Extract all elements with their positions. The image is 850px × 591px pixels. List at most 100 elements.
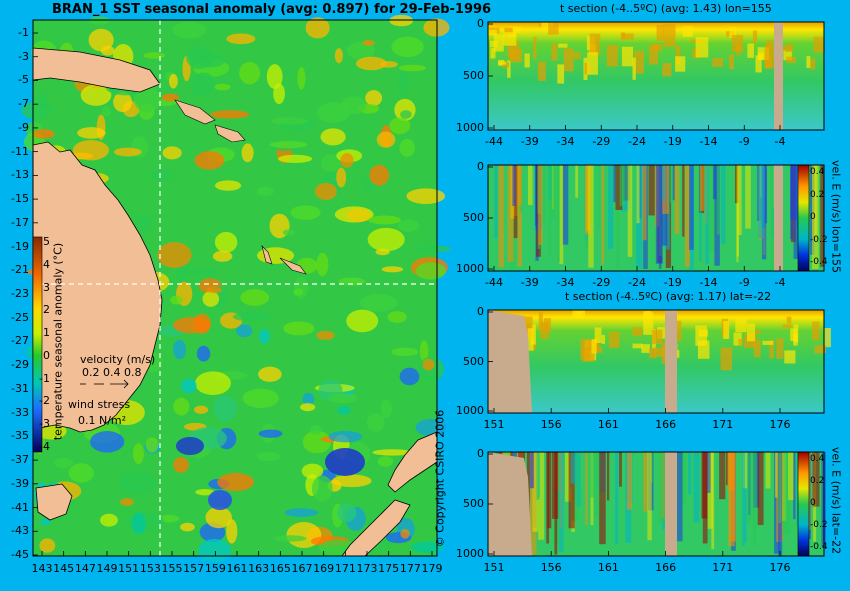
section-cell: [597, 165, 601, 230]
anomaly-blob: [258, 429, 283, 438]
anomaly-blob: [205, 506, 232, 529]
panel-x-tick: -9: [738, 276, 750, 289]
section-cell: [613, 165, 616, 203]
map-x-tick: 179: [421, 562, 443, 575]
anomaly-blob: [240, 289, 270, 306]
anomaly-blob: [284, 508, 319, 517]
panel-x-tick: -44: [485, 276, 503, 289]
land-nz-north: [387, 431, 438, 493]
map-x-axis: [41, 551, 433, 556]
land-australia: [32, 141, 163, 433]
section-cell: [594, 327, 602, 344]
anomaly-blob: [202, 291, 220, 307]
panel-y-tick: 500: [463, 354, 484, 368]
anomaly-blob: [397, 71, 408, 95]
section-cell: [512, 165, 516, 206]
panel-y-tick: 1000: [456, 262, 484, 275]
section-cell: [784, 350, 796, 364]
velocity-values: 0.2 0.4 0.8: [82, 366, 142, 379]
anomaly-blob: [214, 83, 231, 91]
panel-x-tick: -4: [774, 276, 786, 289]
section-cell: [538, 452, 545, 540]
velocity-label: velocity (m/s): [80, 353, 156, 366]
anomaly-blob: [68, 463, 94, 483]
anomaly-blob: [372, 449, 412, 456]
velocity-colorbar-tick: 0: [810, 498, 816, 508]
section-cell: [729, 54, 734, 70]
anomaly-blob: [294, 277, 308, 299]
velocity-colorbar-tick: 0.2: [810, 189, 825, 200]
map-y-tick: -31: [11, 381, 29, 395]
section-cell: [758, 165, 764, 239]
anomaly-blob: [380, 399, 392, 419]
panel-p1: [487, 21, 825, 131]
anomaly-blob: [194, 405, 209, 414]
anomaly-blob: [241, 143, 254, 163]
panel-land: [774, 165, 783, 271]
section-cell: [601, 334, 606, 344]
section-cell: [675, 45, 681, 65]
panel-y-tick: 500: [463, 497, 484, 510]
velocity-colorbar-tick: 0.4: [810, 454, 825, 464]
section-cell: [606, 45, 618, 67]
anomaly-blob: [301, 463, 324, 479]
section-cell: [570, 452, 577, 484]
section-cell: [537, 61, 546, 81]
section-cell: [745, 165, 751, 229]
panel-y-tick: 500: [463, 211, 484, 224]
section-cell: [731, 34, 744, 52]
anomaly-blob: [334, 206, 374, 223]
map-x-tick: 171: [334, 562, 356, 575]
anomaly-blob: [337, 405, 351, 415]
section-cell: [503, 32, 517, 46]
section-cell: [812, 165, 819, 269]
panel-x-tick: -29: [592, 135, 611, 148]
anomaly-blob: [113, 147, 142, 157]
land-tasmania: [35, 483, 73, 521]
section-cell: [752, 452, 757, 546]
section-cell: [723, 320, 730, 339]
anomaly-blob: [415, 262, 447, 280]
anomaly-blob: [419, 340, 429, 362]
section-cell: [591, 339, 597, 354]
panel-x-tick: 161: [597, 561, 619, 574]
anomaly-blob: [297, 66, 306, 90]
anomaly-blob: [377, 456, 394, 467]
section-cell: [700, 165, 705, 211]
section-cell: [517, 165, 522, 205]
section-cell: [729, 27, 736, 38]
anomaly-blob: [170, 295, 183, 305]
section-cell: [823, 327, 831, 348]
anomaly-blob: [162, 146, 182, 160]
anomaly-blob: [300, 403, 316, 412]
anomaly-blob: [217, 473, 254, 492]
panel-x-tick: 171: [712, 561, 734, 574]
anomaly-blob: [346, 41, 376, 60]
anomaly-blob: [362, 179, 375, 192]
anomaly-blob: [346, 309, 379, 333]
section-cell: [699, 165, 702, 262]
anomaly-blob: [423, 18, 450, 37]
colorbar-tick: -3: [39, 417, 50, 431]
anomaly-blob: [367, 227, 405, 252]
section-cell: [682, 165, 685, 237]
section-cell: [785, 44, 794, 53]
panel-x-tick: 176: [769, 418, 791, 431]
anomaly-blob: [415, 245, 452, 253]
section-cell: [488, 29, 497, 36]
panel-x-tick: -4: [774, 135, 786, 148]
section-cell: [591, 346, 603, 353]
panel-x-tick: 166: [655, 561, 677, 574]
section-cell: [765, 452, 771, 489]
map-x-tick: 159: [204, 562, 226, 575]
panel-x-tick: -39: [520, 276, 539, 289]
velocity-colorbar-tick: -0.2: [810, 234, 828, 245]
section-cell: [543, 318, 551, 333]
map-x-tick: 169: [313, 562, 335, 575]
section-cell: [498, 165, 504, 268]
section-cell: [565, 452, 572, 502]
panel-x-tick: 151: [483, 561, 505, 574]
anomaly-blob: [89, 430, 125, 453]
section-cell: [642, 165, 647, 241]
section-cell: [497, 61, 507, 65]
